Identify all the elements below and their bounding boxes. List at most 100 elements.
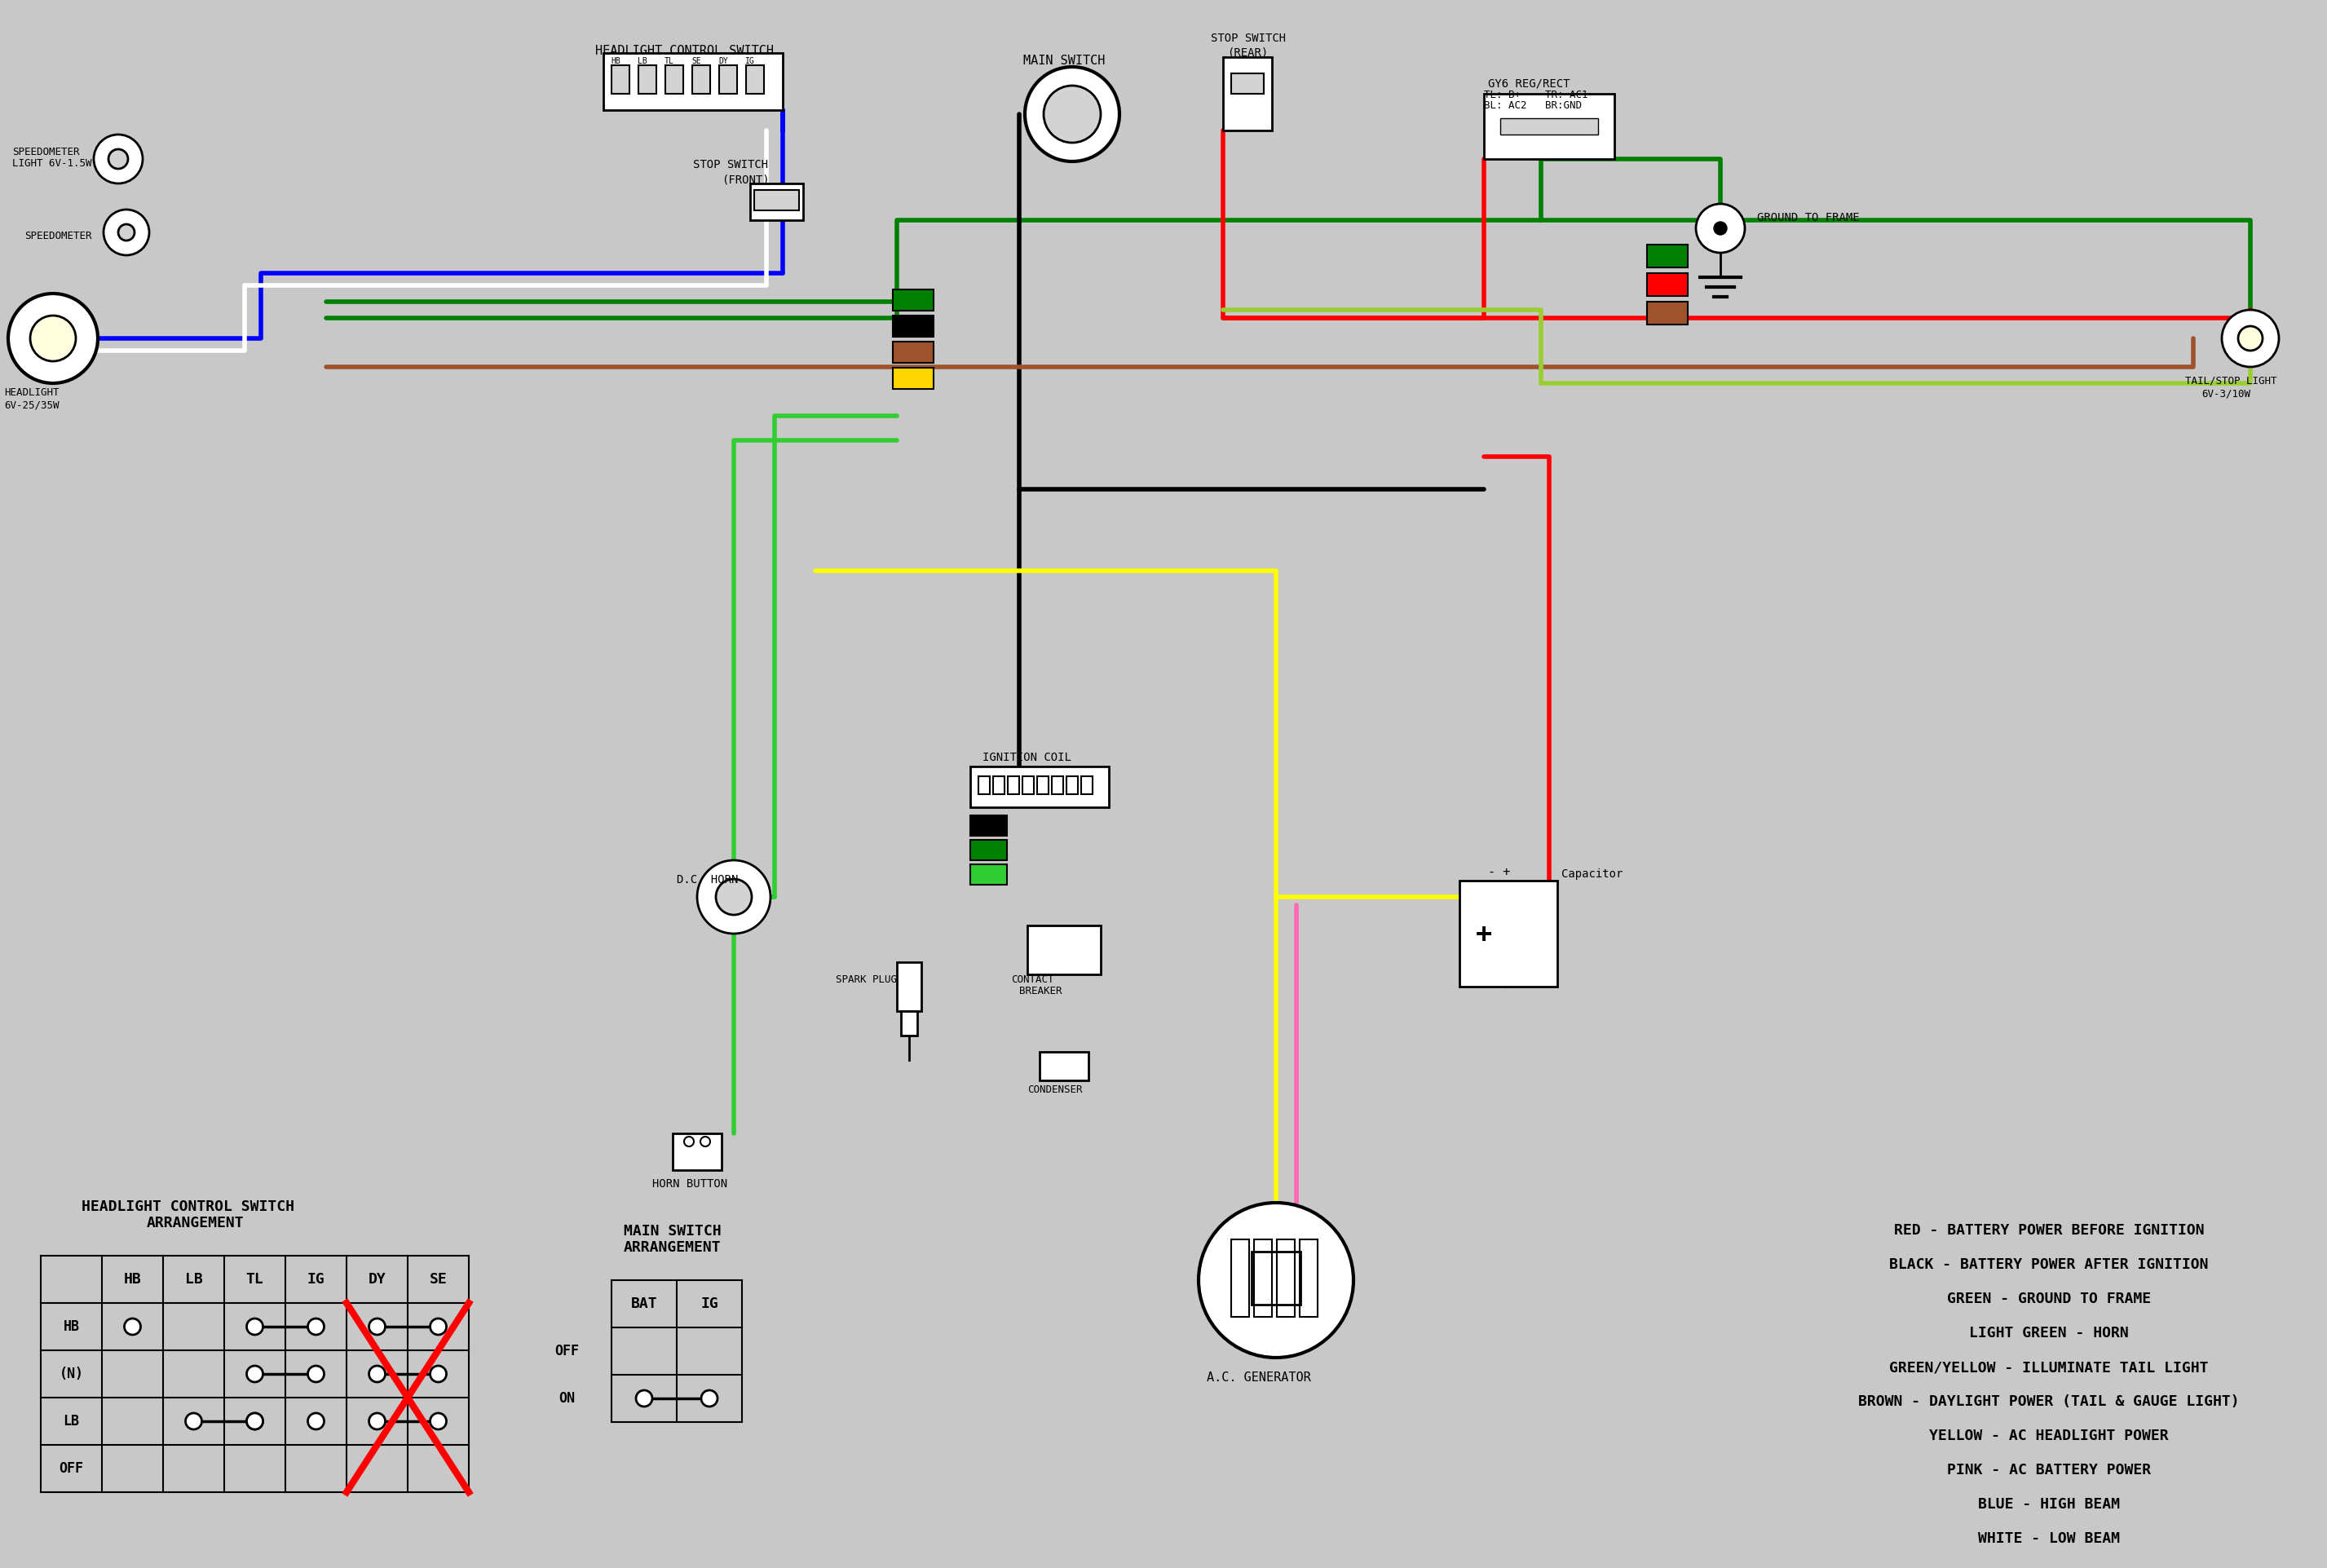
Text: (REAR): (REAR) <box>1226 47 1268 58</box>
Circle shape <box>684 1137 693 1146</box>
Circle shape <box>1715 221 1727 235</box>
Text: LB: LB <box>184 1272 202 1287</box>
Circle shape <box>247 1319 263 1334</box>
Circle shape <box>370 1413 386 1430</box>
Bar <box>994 776 1005 795</box>
Circle shape <box>635 1391 652 1406</box>
Text: BLUE - HIGH BEAM: BLUE - HIGH BEAM <box>1978 1497 2120 1512</box>
Text: SPEEDOMETER: SPEEDOMETER <box>26 230 91 241</box>
FancyBboxPatch shape <box>673 1134 721 1170</box>
Text: +: + <box>1475 922 1492 949</box>
Circle shape <box>307 1413 323 1430</box>
Circle shape <box>109 149 128 169</box>
Circle shape <box>700 1137 710 1146</box>
Text: HEADLIGHT CONTROL SWITCH: HEADLIGHT CONTROL SWITCH <box>596 45 775 56</box>
Text: DY: DY <box>368 1272 386 1287</box>
Text: LB: LB <box>63 1414 79 1428</box>
Text: GY6 REG/RECT: GY6 REG/RECT <box>1487 77 1571 89</box>
FancyBboxPatch shape <box>894 368 933 389</box>
Circle shape <box>2239 326 2262 351</box>
Circle shape <box>123 1319 140 1334</box>
Text: PINK - AC BATTERY POWER: PINK - AC BATTERY POWER <box>1948 1463 2150 1477</box>
FancyBboxPatch shape <box>1459 881 1557 986</box>
Text: LB: LB <box>638 56 647 66</box>
Text: SPEEDOMETER: SPEEDOMETER <box>12 147 79 157</box>
Text: ARRANGEMENT: ARRANGEMENT <box>147 1215 244 1231</box>
Text: GREEN - GROUND TO FRAME: GREEN - GROUND TO FRAME <box>1948 1292 2150 1306</box>
Circle shape <box>1198 1203 1354 1358</box>
Text: OFF: OFF <box>554 1344 579 1358</box>
Bar <box>612 66 628 94</box>
Text: A.C. GENERATOR: A.C. GENERATOR <box>1208 1372 1310 1383</box>
FancyBboxPatch shape <box>1501 118 1599 135</box>
Text: SPARK PLUG: SPARK PLUG <box>835 974 896 985</box>
Text: STOP SWITCH: STOP SWITCH <box>1210 33 1287 44</box>
Bar <box>1082 776 1094 795</box>
Text: D.C. HORN: D.C. HORN <box>677 873 738 886</box>
FancyBboxPatch shape <box>970 815 1008 836</box>
Circle shape <box>1024 67 1119 162</box>
Circle shape <box>247 1413 263 1430</box>
FancyBboxPatch shape <box>749 183 803 220</box>
Text: IG: IG <box>307 1272 326 1287</box>
Text: SE: SE <box>430 1272 447 1287</box>
FancyBboxPatch shape <box>754 190 798 210</box>
FancyBboxPatch shape <box>1026 925 1101 974</box>
FancyBboxPatch shape <box>970 840 1008 861</box>
Text: WHITE - LOW BEAM: WHITE - LOW BEAM <box>1978 1532 2120 1546</box>
FancyBboxPatch shape <box>1648 273 1687 296</box>
Bar <box>1022 776 1033 795</box>
Text: IG: IG <box>745 56 754 66</box>
Text: ON: ON <box>558 1391 575 1406</box>
Bar <box>1066 776 1077 795</box>
Circle shape <box>307 1319 323 1334</box>
Text: BL: AC2   BR:GND: BL: AC2 BR:GND <box>1485 100 1582 111</box>
Bar <box>638 66 656 94</box>
Text: (FRONT): (FRONT) <box>721 174 770 185</box>
Text: BROWN - DAYLIGHT POWER (TAIL & GAUGE LIGHT): BROWN - DAYLIGHT POWER (TAIL & GAUGE LIG… <box>1859 1394 2239 1410</box>
FancyBboxPatch shape <box>896 963 921 1011</box>
Circle shape <box>119 224 135 240</box>
Text: RED - BATTERY POWER BEFORE IGNITION: RED - BATTERY POWER BEFORE IGNITION <box>1894 1223 2204 1237</box>
Circle shape <box>247 1413 263 1430</box>
Text: LIGHT GREEN - HORN: LIGHT GREEN - HORN <box>1969 1327 2129 1341</box>
Bar <box>666 66 684 94</box>
Bar <box>1052 776 1063 795</box>
Text: HORN BUTTON: HORN BUTTON <box>652 1178 728 1190</box>
Circle shape <box>247 1366 263 1381</box>
Text: MAIN SWITCH: MAIN SWITCH <box>1024 55 1105 67</box>
Circle shape <box>370 1366 386 1381</box>
Text: HB: HB <box>610 56 621 66</box>
Text: HB: HB <box>123 1272 142 1287</box>
FancyBboxPatch shape <box>1040 1052 1089 1080</box>
Circle shape <box>1696 204 1745 252</box>
Circle shape <box>430 1413 447 1430</box>
Text: YELLOW - AC HEADLIGHT POWER: YELLOW - AC HEADLIGHT POWER <box>1929 1428 2169 1443</box>
Circle shape <box>717 880 752 914</box>
FancyBboxPatch shape <box>1648 245 1687 268</box>
Bar <box>719 66 738 94</box>
Text: TL: TL <box>666 56 675 66</box>
Circle shape <box>430 1319 447 1334</box>
Text: HEADLIGHT: HEADLIGHT <box>5 387 58 398</box>
Text: TL: B+    TR: AC1: TL: B+ TR: AC1 <box>1485 89 1587 100</box>
FancyBboxPatch shape <box>1224 56 1273 130</box>
FancyBboxPatch shape <box>970 767 1110 808</box>
Text: 6V-25/35W: 6V-25/35W <box>5 400 58 411</box>
Text: BREAKER: BREAKER <box>1019 986 1061 996</box>
Text: MAIN SWITCH: MAIN SWITCH <box>624 1225 721 1239</box>
Bar <box>977 776 989 795</box>
Text: BAT: BAT <box>631 1297 659 1311</box>
Circle shape <box>307 1366 323 1381</box>
Text: TAIL/STOP LIGHT: TAIL/STOP LIGHT <box>2185 375 2276 386</box>
Circle shape <box>30 315 77 361</box>
FancyBboxPatch shape <box>894 290 933 310</box>
FancyBboxPatch shape <box>970 864 1008 884</box>
Bar <box>901 1011 917 1035</box>
Text: LIGHT 6V-1.5W: LIGHT 6V-1.5W <box>12 158 91 169</box>
Circle shape <box>370 1319 386 1334</box>
Text: GREEN/YELLOW - ILLUMINATE TAIL LIGHT: GREEN/YELLOW - ILLUMINATE TAIL LIGHT <box>1890 1359 2208 1375</box>
Circle shape <box>93 135 142 183</box>
Text: 6V-3/10W: 6V-3/10W <box>2201 389 2250 398</box>
FancyBboxPatch shape <box>603 53 782 110</box>
